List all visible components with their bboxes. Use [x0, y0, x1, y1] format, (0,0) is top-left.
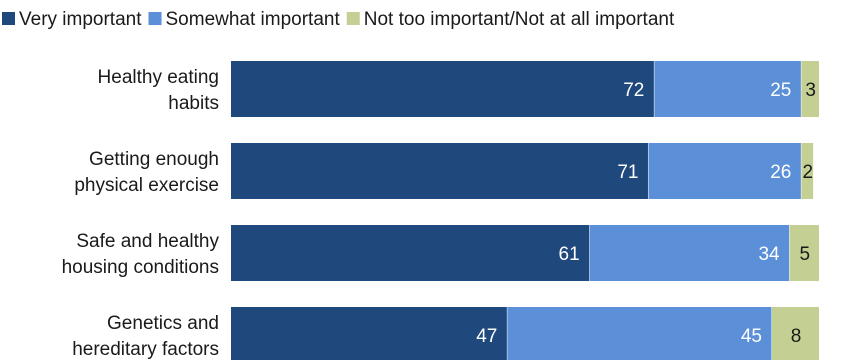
category-label: physical exercise	[74, 175, 219, 196]
category-label: habits	[168, 93, 219, 114]
bar-segment-not-too-important-not-at-all-important	[771, 307, 819, 360]
data-label-somewhat-important: 26	[770, 162, 791, 183]
bar-segment-not-too-important-not-at-all-important	[801, 61, 819, 117]
legend-swatch-somewhat-important	[148, 12, 162, 25]
bar-segment-very-important	[231, 225, 590, 281]
data-label-not-too-important-not-at-all-important: 3	[805, 80, 816, 101]
bar-segment-somewhat-important	[589, 225, 790, 281]
legend-swatch-not-too-important-not-at-all-important	[346, 12, 360, 25]
bar-segment-very-important	[231, 307, 508, 360]
data-label-very-important: 61	[559, 244, 580, 265]
category-label: Getting enough	[89, 149, 219, 170]
data-label-somewhat-important: 25	[770, 80, 791, 101]
bar-segment-not-too-important-not-at-all-important	[789, 225, 819, 281]
data-label-somewhat-important: 45	[741, 326, 762, 347]
legend-label-somewhat-important: Somewhat important	[166, 9, 341, 30]
bar-row: Genetics and hereditary factors 47 45 8	[72, 307, 819, 360]
category-label: housing conditions	[62, 257, 219, 278]
bar-row: Healthy eating habits 72 25 3	[98, 61, 819, 117]
data-label-somewhat-important: 34	[758, 244, 780, 265]
bar-segment-not-too-important-not-at-all-important	[801, 143, 814, 199]
data-label-not-too-important-not-at-all-important: 2	[802, 162, 813, 183]
bar-segment-somewhat-important	[654, 61, 802, 117]
bar-row: Getting enough physical exercise 71 26 2	[74, 143, 814, 199]
category-label: Safe and healthy	[76, 231, 219, 252]
data-label-not-too-important-not-at-all-important: 5	[800, 244, 811, 265]
data-label-very-important: 72	[623, 80, 644, 101]
bar-row: Safe and healthy housing conditions 61 34 5	[62, 225, 819, 281]
bar-segment-somewhat-important	[648, 143, 802, 199]
legend-label-very-important: Very important	[19, 9, 142, 30]
category-label: Genetics and	[107, 313, 219, 334]
legend-label-not-too-important-not-at-all-important: Not too important/Not at all important	[364, 9, 675, 30]
data-label-very-important: 47	[476, 326, 497, 347]
bar-segment-very-important	[231, 61, 655, 117]
legend: Very important Somewhat important Not too …	[2, 9, 675, 30]
bar-segment-somewhat-important	[507, 307, 772, 360]
data-label-not-too-important-not-at-all-important: 8	[791, 326, 802, 347]
category-label: Healthy eating	[98, 67, 219, 88]
category-label: hereditary factors	[72, 339, 219, 360]
legend-swatch-very-important	[2, 12, 15, 25]
data-label-very-important: 71	[617, 162, 638, 183]
bar-segment-very-important	[231, 143, 649, 199]
